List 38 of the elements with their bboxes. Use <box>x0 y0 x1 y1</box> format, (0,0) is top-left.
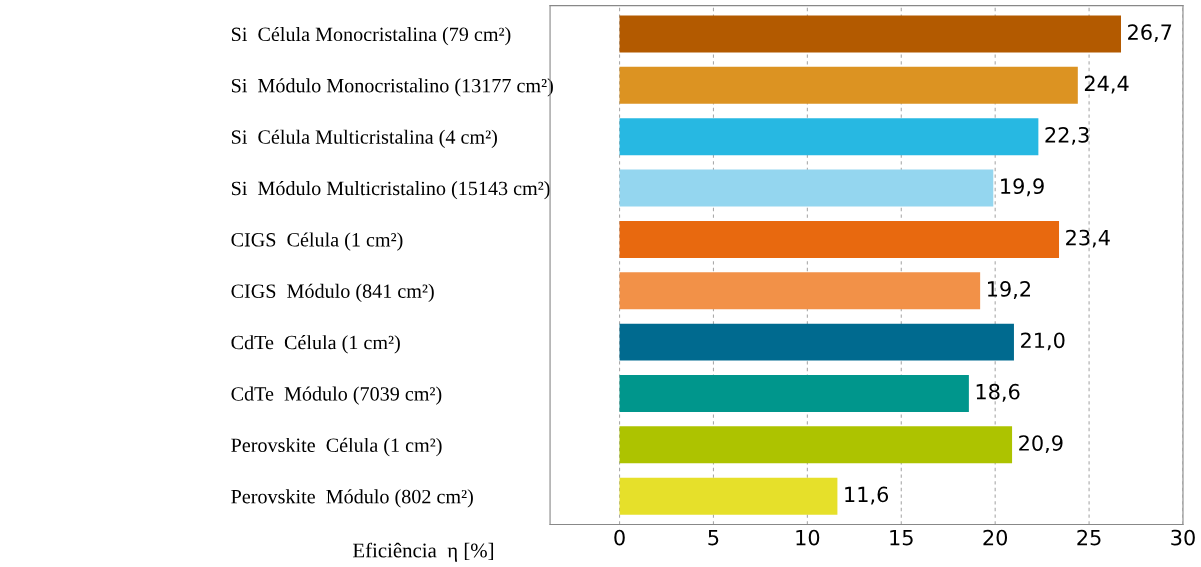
bar <box>619 66 1078 104</box>
data-label: 24,4 <box>1084 75 1129 94</box>
bar <box>619 220 1060 258</box>
x-tick-label: 0 <box>614 529 625 546</box>
y-tick-label: Si Célula Monocristalina (79 cm²) <box>231 26 511 46</box>
data-label: 18,6 <box>976 383 1020 402</box>
data-label: 21,0 <box>1021 332 1065 351</box>
x-tick-label: 20 <box>983 529 1008 546</box>
y-tick-label: CdTe Célula (1 cm²) <box>231 335 400 354</box>
bar <box>619 477 838 515</box>
y-tick-label: Si Célula Multicristalina (4 cm²) <box>231 129 497 148</box>
bar <box>619 272 981 310</box>
data-label: 22,3 <box>1045 126 1089 145</box>
data-label: 26,7 <box>1128 24 1172 43</box>
y-tick-label: CIGS Módulo (841 cm²) <box>231 283 434 303</box>
x-tick-label: 25 <box>1077 529 1101 546</box>
y-tick-label: Si Módulo Multicristalino (15143 cm²) <box>231 181 550 200</box>
bar <box>619 426 1013 464</box>
bar <box>619 323 1014 361</box>
bar <box>619 169 994 207</box>
x-tick-label: 5 <box>708 529 719 546</box>
bar <box>619 375 969 412</box>
data-label: 19,2 <box>987 281 1030 299</box>
x-tick-label: 30 <box>1171 529 1195 546</box>
y-tick-label: Perovskite Célula (1 cm²) <box>231 437 442 457</box>
data-label: 11,6 <box>845 486 889 505</box>
y-tick-label: CIGS Célula (1 cm²) <box>231 232 403 251</box>
data-label: 20,9 <box>1019 435 1063 454</box>
x-tick-label: 10 <box>796 529 820 546</box>
data-label: 23,4 <box>1066 229 1110 248</box>
x-tick-label: 15 <box>890 529 913 546</box>
y-tick-label: Si Módulo Monocristalino (13177 cm²) <box>231 78 553 97</box>
data-label: 19,9 <box>1001 178 1044 197</box>
y-tick-label: Perovskite Módulo (802 cm²) <box>231 489 473 508</box>
x-axis-title: Eficiência η [%] <box>352 542 494 562</box>
bar <box>619 118 1039 156</box>
y-tick-label: CdTe Módulo (7039 cm²) <box>231 386 442 405</box>
bar <box>619 15 1122 53</box>
